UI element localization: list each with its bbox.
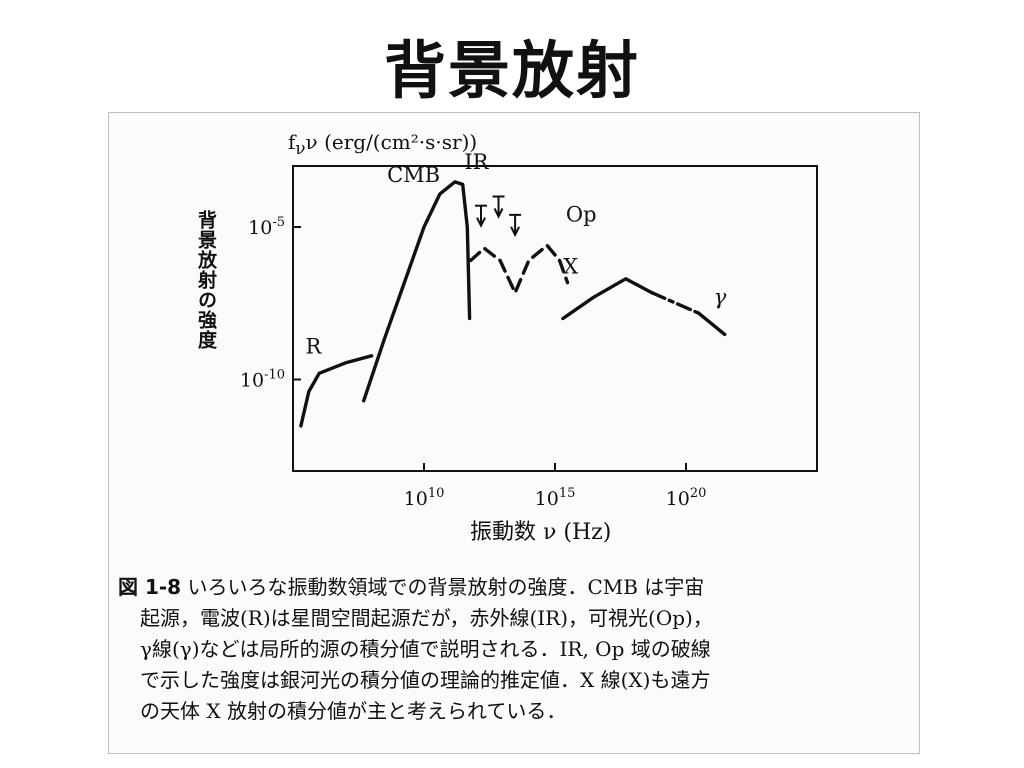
x-ticks: 1010 1015 1020 bbox=[404, 463, 707, 510]
upper-limit-marker bbox=[492, 195, 505, 219]
x-tick-label: 1020 bbox=[666, 486, 707, 510]
annotation-cmb: CMB bbox=[387, 163, 440, 187]
caption-line-text: いろいろな振動数領域での背景放射の強度．CMB は宇宙 bbox=[187, 575, 705, 599]
annotations: R CMB IR Op Xγ bbox=[305, 150, 726, 359]
annotation-r: R bbox=[305, 335, 322, 359]
caption-line: の天体 X 放射の積分値が主と考えられている． bbox=[140, 699, 567, 723]
y-tick-label: 10-5 bbox=[248, 215, 285, 239]
annotation-gamma: γ bbox=[714, 285, 727, 309]
plot-frame bbox=[292, 165, 818, 472]
series-R-line bbox=[299, 354, 374, 428]
caption-line: で示した強度は銀河光の積分値の理論的推定値．X 線(X)も遠方 bbox=[140, 668, 711, 692]
x-tick-label: 1010 bbox=[404, 486, 445, 510]
x-tick-label: 1015 bbox=[535, 486, 576, 510]
slide-title: 背景放射 bbox=[383, 34, 640, 107]
caption-line: 図 1-8 いろいろな振動数領域での背景放射の強度．CMB は宇宙 bbox=[118, 572, 908, 603]
annotation-ir: IR bbox=[464, 150, 489, 174]
series-layer bbox=[299, 180, 727, 428]
figure-caption: 図 1-8 いろいろな振動数領域での背景放射の強度．CMB は宇宙 起源，電波(… bbox=[118, 572, 908, 727]
series-γ-line bbox=[696, 311, 727, 337]
annotation-op: Op bbox=[566, 203, 597, 227]
upper-limit-marker bbox=[475, 204, 488, 228]
caption-heading: 図 1-8 bbox=[118, 575, 182, 599]
caption-line: γ線(γ)などは局所的源の積分値で説明される．IR, Op 域の破線 bbox=[140, 637, 711, 661]
caption-line: 起源，電波(R)は星間空間起源だが，赤外線(IR)，可視光(Op)， bbox=[140, 606, 713, 630]
series-CMB-line bbox=[362, 180, 472, 403]
y-axis-label: 背景放射の強度 bbox=[195, 210, 217, 350]
series-γ-line bbox=[650, 291, 701, 315]
y-axis-unit-label: fνν (erg/(cm²·s·sr)) bbox=[288, 130, 478, 158]
series-X-line bbox=[561, 277, 654, 321]
figure-scan bbox=[108, 112, 920, 754]
upper-limit-markers bbox=[475, 195, 522, 238]
y-tick-label: 10-10 bbox=[240, 368, 285, 392]
series-IR-line bbox=[468, 243, 570, 295]
upper-limit-marker bbox=[509, 213, 522, 238]
annotation-x: X bbox=[563, 254, 578, 278]
y-ticks: 10-5 10-10 bbox=[240, 215, 301, 392]
x-axis-label: 振動数 ν (Hz) bbox=[470, 520, 612, 545]
